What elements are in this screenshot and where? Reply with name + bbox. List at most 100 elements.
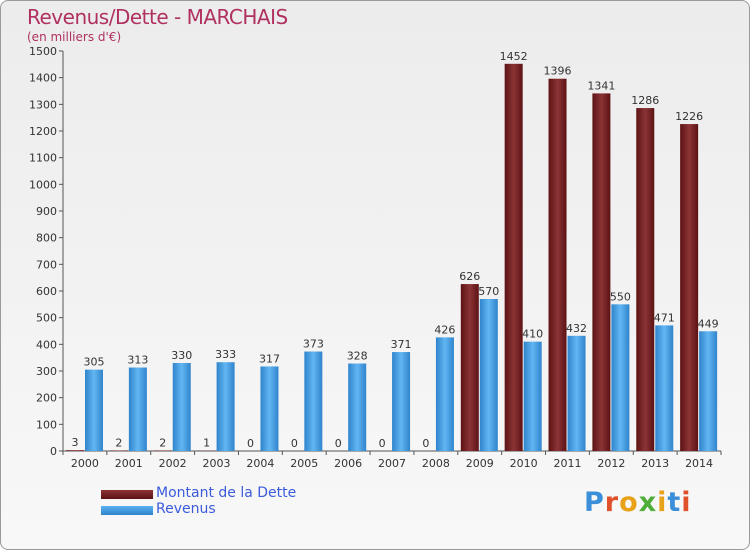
debt-value-label: 0 (379, 437, 386, 450)
debt-value-label: 1452 (500, 50, 528, 63)
revenue-value-label: 313 (127, 354, 148, 367)
y-tick-label: 700 (36, 258, 57, 271)
revenue-bar (348, 363, 367, 451)
logo-letter: r (604, 487, 620, 518)
x-tick-label: 2004 (246, 457, 274, 470)
revenue-value-label: 330 (171, 349, 192, 362)
revenue-bar (611, 304, 630, 451)
y-tick-label: 800 (36, 232, 57, 245)
logo-letter: P (584, 487, 605, 518)
revenue-value-label: 410 (522, 328, 543, 341)
debt-value-label: 1 (203, 437, 210, 450)
revenue-bar (523, 341, 542, 451)
x-tick-label: 2013 (641, 457, 669, 470)
revenue-bar (304, 351, 323, 451)
x-tick-label: 2003 (203, 457, 231, 470)
data-labels-group: 3 305 2 313 2 330 1 333 0 317 0 373 0 328 0 371 0 426 626 5… (72, 50, 719, 450)
debt-bar (153, 450, 172, 451)
debt-bar (636, 108, 655, 452)
revenue-bar (567, 335, 586, 451)
x-tick-label: 2006 (334, 457, 362, 470)
legend-label-debt: Montant de la Dette (156, 485, 297, 501)
revenue-bar (699, 331, 718, 451)
y-tick-label: 100 (36, 418, 57, 431)
revenue-value-label: 550 (610, 290, 631, 303)
revenue-bar (172, 363, 191, 451)
debt-value-label: 0 (247, 437, 254, 450)
revenue-value-label: 371 (391, 338, 412, 351)
revenue-value-label: 449 (698, 317, 719, 330)
revenue-bar (479, 299, 498, 451)
debt-value-label: 2 (159, 436, 166, 449)
y-tick-label: 600 (36, 285, 57, 298)
x-tick-label: 2000 (71, 457, 99, 470)
debt-bar (592, 93, 611, 452)
revenue-value-label: 305 (84, 356, 105, 369)
debt-bar (548, 78, 567, 451)
y-tick-label: 1100 (29, 152, 57, 165)
y-tick-label: 200 (36, 392, 57, 405)
debt-value-label: 0 (291, 437, 298, 450)
debt-value-label: 1396 (544, 65, 572, 78)
chart-title: Revenus/Dette - MARCHAIS (27, 5, 288, 29)
revenue-bar (128, 367, 147, 451)
x-tick-label: 2001 (115, 457, 143, 470)
revenue-value-label: 373 (303, 338, 324, 351)
revenue-bar (85, 369, 103, 451)
x-tick-label: 2014 (685, 457, 713, 470)
revenue-value-label: 317 (259, 352, 280, 365)
logo-letter: o (619, 487, 639, 518)
revenue-bar (655, 325, 674, 451)
revenue-value-label: 333 (215, 348, 236, 361)
y-tick-label: 1300 (29, 98, 57, 111)
revenue-value-label: 426 (434, 323, 455, 336)
revenue-value-label: 570 (478, 285, 499, 298)
bars-group (66, 63, 718, 452)
y-tick-label: 300 (36, 365, 57, 378)
y-tick-label: 1200 (29, 125, 57, 138)
debt-bar (66, 450, 84, 451)
debt-value-label: 1226 (675, 110, 703, 123)
legend-label-revenue: Revenus (156, 501, 216, 517)
debt-value-label: 1341 (587, 79, 615, 92)
x-tick-label: 2011 (553, 457, 581, 470)
y-tick-label: 900 (36, 205, 57, 218)
x-tick-label: 2005 (290, 457, 318, 470)
y-tick-label: 1500 (29, 45, 57, 58)
debt-bar (504, 63, 523, 452)
x-tick-label: 2002 (159, 457, 187, 470)
y-tick-label: 1400 (29, 72, 57, 85)
y-tick-label: 400 (36, 338, 57, 351)
debt-bar (109, 450, 128, 451)
logo-letter: x (638, 487, 658, 518)
x-tick-label: 2012 (597, 457, 625, 470)
revenue-bar (216, 362, 235, 451)
debt-value-label: 626 (459, 270, 480, 283)
revenue-bar (435, 337, 454, 451)
chart-subtitle: (en milliers d'€) (27, 30, 122, 44)
x-tick-label: 2009 (466, 457, 494, 470)
revenue-value-label: 471 (654, 311, 675, 324)
debt-value-label: 0 (335, 437, 342, 450)
logo-letter: t (667, 487, 682, 518)
debt-bar (460, 284, 479, 451)
revenue-bar (260, 366, 279, 451)
debt-value-label: 3 (72, 436, 79, 449)
x-tick-label: 2010 (510, 457, 538, 470)
debt-bar (680, 124, 699, 452)
x-axis: 2000 2001 2002 2003 2004 2005 2006 2007 2008 2009… (62, 450, 722, 470)
logo-letter: i (681, 487, 692, 518)
revenue-value-label: 432 (566, 322, 587, 335)
revenue-value-label: 328 (347, 350, 368, 363)
x-tick-label: 2008 (422, 457, 450, 470)
legend-swatch-revenue (101, 506, 153, 515)
legend-swatch-debt (101, 490, 153, 499)
y-tick-label: 1000 (29, 178, 57, 191)
debt-value-label: 1286 (631, 94, 659, 107)
y-tick-label: 0 (50, 445, 57, 458)
debt-value-label: 2 (115, 436, 122, 449)
y-tick-label: 500 (36, 312, 57, 325)
logo-letter: i (657, 487, 668, 518)
